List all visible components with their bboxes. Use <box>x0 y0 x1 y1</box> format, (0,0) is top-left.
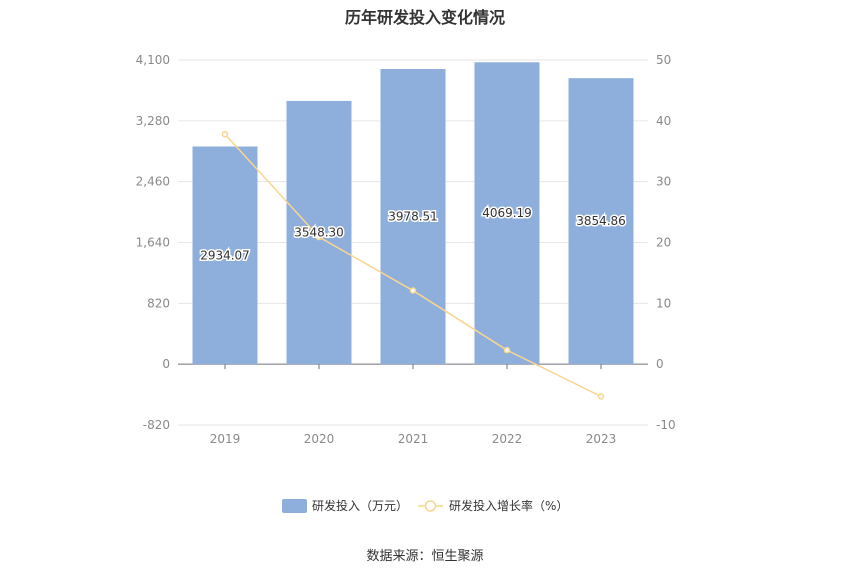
x-tick-label: 2020 <box>304 432 335 446</box>
y-left-tick-label: -820 <box>143 418 170 432</box>
y-right-tick-label: 30 <box>656 175 671 189</box>
legend: 研发投入（万元） 研发投入增长率（%） <box>282 498 568 513</box>
y-left-tick-label: 1,640 <box>136 236 170 250</box>
chart-title: 历年研发投入变化情况 <box>344 8 505 27</box>
bar-2021 <box>380 69 446 365</box>
x-tick-label: 2022 <box>492 432 523 446</box>
bar-value-label: 3978.51 <box>388 210 438 224</box>
bar-2023 <box>568 78 634 365</box>
y-right-tick-label: 0 <box>656 357 664 371</box>
bar-value-label: 3854.86 <box>576 214 626 228</box>
growth-rate-point <box>315 233 323 241</box>
y-right-tick-label: -10 <box>656 418 676 432</box>
bar-layer <box>192 62 634 365</box>
y-left-tick-label: 820 <box>147 296 170 310</box>
label-layer: 2934.07 3548.30 3978.51 4069.19 3854.86 <box>199 205 628 264</box>
bar-2022 <box>474 62 540 365</box>
legend-line-marker <box>424 500 437 512</box>
legend-bar-swatch <box>282 499 307 513</box>
bar-2019 <box>192 146 258 365</box>
bar-2020 <box>286 100 352 365</box>
growth-rate-point <box>597 393 605 400</box>
growth-rate-point <box>503 346 511 354</box>
x-tick-label: 2023 <box>586 432 617 446</box>
bar-value-label: 3548.30 <box>294 226 344 240</box>
y-right-tick-label: 10 <box>656 296 671 310</box>
y-right-tick-label: 40 <box>656 114 671 128</box>
y-right-tick-label: 50 <box>656 53 671 67</box>
bar-value-label: 2934.07 <box>200 248 250 262</box>
growth-rate-point <box>221 130 229 138</box>
y-left-tick-label: 4,100 <box>136 53 170 67</box>
y-left-tick-label: 2,460 <box>136 175 170 189</box>
y-left-tick-label: 0 <box>162 357 170 371</box>
y-right-tick-label: 20 <box>656 236 671 250</box>
x-tick-label: 2021 <box>398 432 429 446</box>
source-note: 数据来源：恒生聚源 <box>366 549 484 564</box>
legend-line-label: 研发投入增长率（%） <box>449 498 568 513</box>
legend-bar-label: 研发投入（万元） <box>312 498 408 513</box>
bar-value-label: 4069.19 <box>482 206 532 220</box>
y-left-tick-label: 3,280 <box>136 114 170 128</box>
x-tick-label: 2019 <box>210 432 241 446</box>
growth-rate-point <box>409 287 417 294</box>
line-layer <box>221 130 605 400</box>
